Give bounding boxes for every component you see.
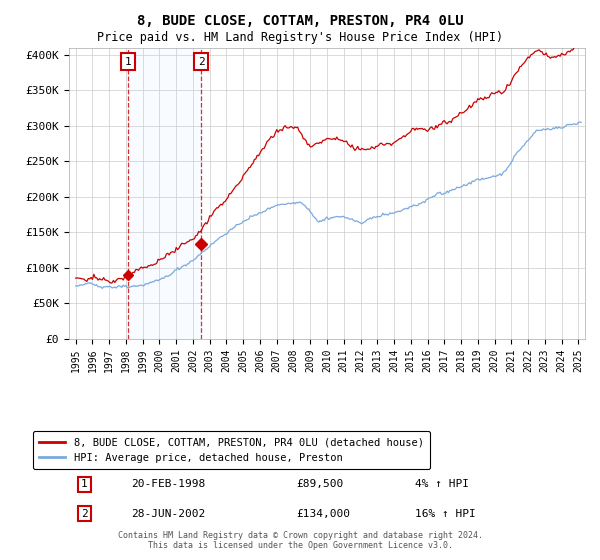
Text: £134,000: £134,000	[296, 508, 350, 519]
Text: 2: 2	[198, 57, 205, 67]
Text: 1: 1	[125, 57, 131, 67]
Text: Price paid vs. HM Land Registry's House Price Index (HPI): Price paid vs. HM Land Registry's House …	[97, 31, 503, 44]
Text: 16% ↑ HPI: 16% ↑ HPI	[415, 508, 475, 519]
Text: 28-JUN-2002: 28-JUN-2002	[131, 508, 205, 519]
Text: 8, BUDE CLOSE, COTTAM, PRESTON, PR4 0LU: 8, BUDE CLOSE, COTTAM, PRESTON, PR4 0LU	[137, 14, 463, 28]
Legend: 8, BUDE CLOSE, COTTAM, PRESTON, PR4 0LU (detached house), HPI: Average price, de: 8, BUDE CLOSE, COTTAM, PRESTON, PR4 0LU …	[33, 431, 430, 469]
Text: Contains HM Land Registry data © Crown copyright and database right 2024.
This d: Contains HM Land Registry data © Crown c…	[118, 530, 482, 550]
Text: 1: 1	[81, 479, 88, 489]
Bar	[128, 48, 201, 339]
Text: £89,500: £89,500	[296, 479, 343, 489]
Text: 20-FEB-1998: 20-FEB-1998	[131, 479, 205, 489]
Text: 4% ↑ HPI: 4% ↑ HPI	[415, 479, 469, 489]
Text: 2: 2	[81, 508, 88, 519]
